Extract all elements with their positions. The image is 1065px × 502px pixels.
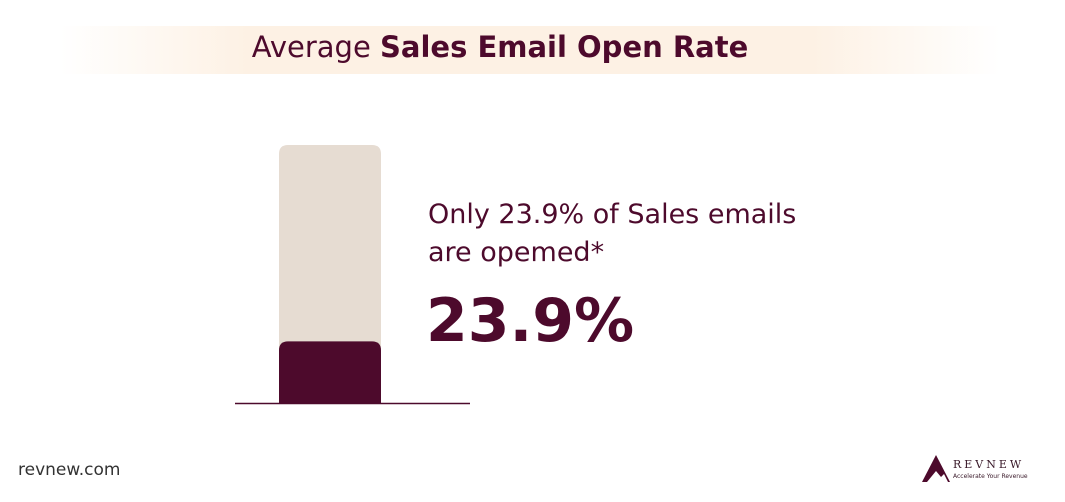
value-label: 23.9% [426, 286, 635, 356]
chart-title: Average Sales Email Open Rate [0, 30, 1000, 64]
logo-icon [922, 455, 950, 482]
bar [279, 341, 381, 403]
annotation: Only 23.9% of Sales emails are opemed* [428, 199, 797, 268]
site-url: revnew.com [18, 460, 121, 480]
bar-track [279, 145, 381, 403]
brand-tagline: Accelerate Your Revenue [953, 473, 1028, 480]
title-band [60, 26, 1000, 74]
brand-name: REVNEW [953, 458, 1025, 471]
title-bold: Sales Email Open Rate [380, 30, 749, 64]
title-regular: Average [251, 30, 371, 64]
